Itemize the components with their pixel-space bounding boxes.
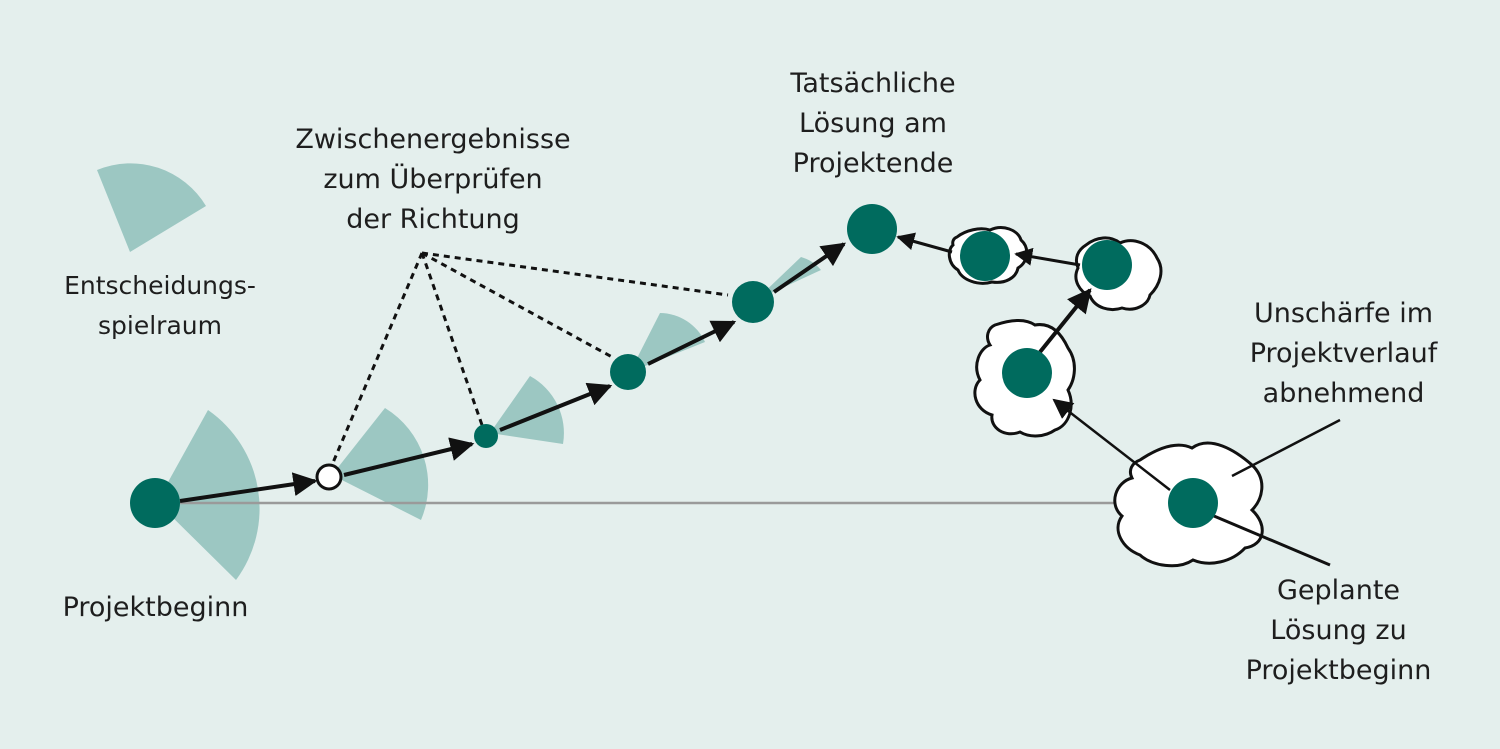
- project-start-node: [130, 478, 180, 528]
- checkpoint-node-2: [474, 424, 498, 448]
- intermediate-results-label: Zwischenergebnisse zum Überprüfen der Ri…: [295, 124, 571, 235]
- planned-solution-pointer-line: [1194, 506, 1331, 567]
- blob-node-4: [960, 231, 1010, 281]
- checkpoint-node-1: [315, 463, 343, 491]
- decision-fan-5: [756, 257, 821, 300]
- decision-fan-4: [630, 313, 705, 372]
- planned-solution-label: Geplante Lösung zu Projektbeginn: [1245, 575, 1432, 686]
- final-solution-node: [847, 204, 897, 254]
- project-start-label: Projektbeginn: [62, 592, 249, 623]
- blob-node-2: [1002, 348, 1052, 398]
- checkpoint-pointer-lines: [330, 251, 729, 466]
- checkpoint-node-4: [732, 281, 774, 323]
- checkpoint-node-3: [610, 354, 646, 390]
- uncertainty-pointer-line: [1231, 418, 1341, 478]
- uncertainty-label: Unschärfe im Projektverlauf abnehmend: [1249, 298, 1438, 409]
- legend-fan-icon: [97, 163, 206, 252]
- actual-solution-label: Tatsächliche Lösung am Projektende: [790, 68, 956, 179]
- blob-path-arrows: [896, 232, 1171, 491]
- blob-node-3: [1082, 240, 1132, 290]
- decision-fan-2: [332, 408, 429, 520]
- decision-space-label: Entscheidungs- spielraum: [64, 271, 256, 340]
- blob-node-1: [1168, 478, 1218, 528]
- actual-path-arrows: [179, 242, 846, 503]
